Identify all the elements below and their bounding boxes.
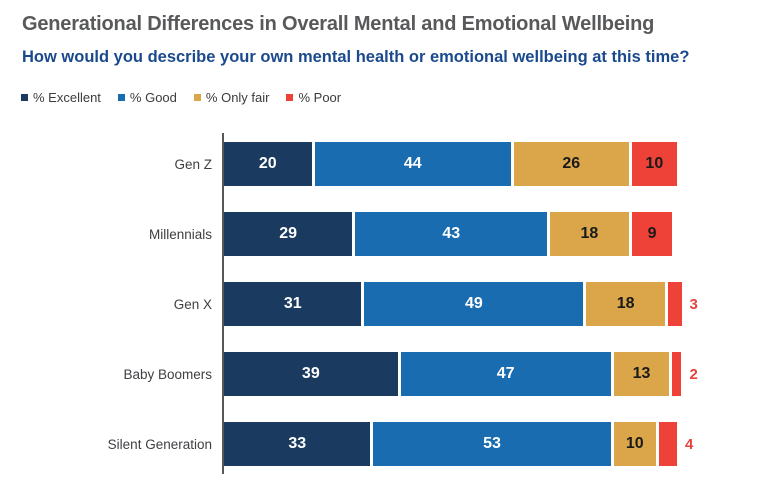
bar-segment: 29	[224, 212, 356, 256]
bar-stack: 33 53 10 4	[224, 422, 693, 466]
bar-segment: 13	[613, 352, 673, 396]
category-label: Baby Boomers	[123, 366, 212, 382]
legend-label: % Excellent	[33, 90, 101, 105]
legend-item-4: % Poor	[286, 90, 341, 105]
legend-item-3: % Only fair	[193, 90, 270, 105]
legend-swatch	[117, 94, 125, 101]
outside-value-label: 3	[689, 295, 698, 313]
bar-stack: 39 47 13 2	[224, 352, 698, 396]
bar-segment: 31	[224, 282, 365, 326]
category-label: Millennials	[148, 226, 212, 242]
bar-segment: 18	[586, 282, 668, 326]
legend-swatch	[193, 94, 201, 101]
chart-row: Millennials 29 43 18 9	[0, 199, 768, 269]
chart-subtitle: How would you describe your own mental h…	[22, 48, 690, 66]
bar-segment: 9	[631, 212, 673, 256]
bar-segment: 33	[224, 422, 374, 466]
chart-row: Silent Generation 33 53 10 4	[0, 409, 768, 479]
legend-label: % Good	[129, 90, 177, 105]
bar-segment: 53	[373, 422, 614, 466]
legend: % Excellent % Good % Only fair % Poor	[21, 90, 341, 105]
bar-segment	[667, 282, 682, 326]
outside-value-label: 4	[684, 435, 694, 453]
chart-row: Gen Z 20 44 26 10	[0, 129, 768, 199]
category-label: Gen Z	[174, 156, 212, 172]
bar-segment: 43	[355, 212, 551, 256]
bar-segment: 44	[314, 142, 514, 186]
bar-segment: 49	[364, 282, 587, 326]
legend-item-2: % Good	[117, 90, 177, 105]
y-axis-line	[222, 133, 224, 474]
bar-stack: 20 44 26 10	[224, 142, 677, 186]
legend-swatch	[286, 94, 294, 101]
chart-title: Generational Differences in Overall Ment…	[22, 13, 655, 35]
bar-segment: 20	[224, 142, 315, 186]
bar-stack: 31 49 18 3	[224, 282, 698, 326]
legend-item-1: % Excellent	[21, 90, 101, 105]
bar-stack: 29 43 18 9	[224, 212, 673, 256]
legend-label: % Only fair	[205, 90, 270, 105]
bar-segment: 47	[400, 352, 614, 396]
stacked-bar-chart: Gen Z 20 44 26 10 Millennials 29 43 18 9 Gen X 31 49…	[0, 129, 768, 479]
bar-segment: 10	[631, 142, 677, 186]
bar-segment: 18	[550, 212, 632, 256]
legend-swatch	[21, 94, 28, 101]
bar-segment	[658, 422, 677, 466]
chart-row: Gen X 31 49 18 3	[0, 269, 768, 339]
category-label: Silent Generation	[107, 436, 212, 452]
bar-segment	[672, 352, 682, 396]
bar-segment: 26	[513, 142, 632, 186]
bar-segment: 39	[224, 352, 401, 396]
legend-label: % Poor	[298, 90, 342, 105]
bar-segment: 10	[613, 422, 659, 466]
chart-row: Baby Boomers 39 47 13 2	[0, 339, 768, 409]
outside-value-label: 2	[689, 365, 698, 383]
category-label: Gen X	[173, 296, 212, 312]
